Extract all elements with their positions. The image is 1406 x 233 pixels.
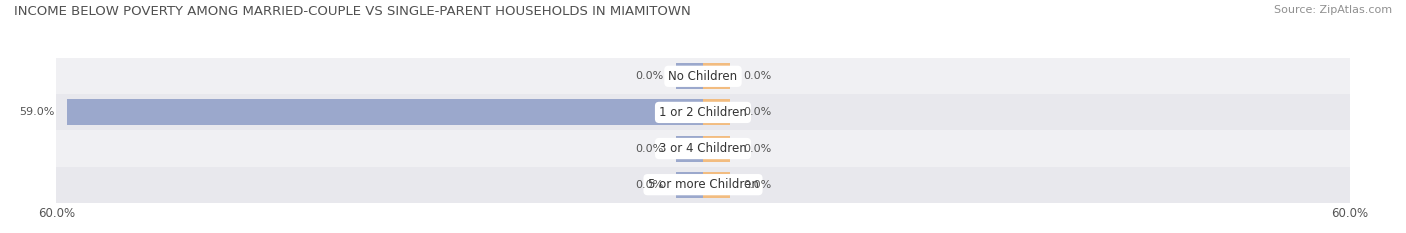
Text: 59.0%: 59.0% [18,107,53,117]
Text: 0.0%: 0.0% [742,144,770,154]
Bar [56,94,1350,130]
Bar [56,58,1350,94]
Bar [67,99,703,125]
Text: Source: ZipAtlas.com: Source: ZipAtlas.com [1274,5,1392,15]
Text: 3 or 4 Children: 3 or 4 Children [659,142,747,155]
Text: No Children: No Children [668,70,738,83]
Text: 1 or 2 Children: 1 or 2 Children [659,106,747,119]
Bar [676,63,703,89]
Text: 0.0%: 0.0% [636,180,664,190]
Text: INCOME BELOW POVERTY AMONG MARRIED-COUPLE VS SINGLE-PARENT HOUSEHOLDS IN MIAMITO: INCOME BELOW POVERTY AMONG MARRIED-COUPL… [14,5,690,18]
Bar [703,99,730,125]
Bar [703,63,730,89]
Bar [676,172,703,198]
Bar [676,136,703,161]
Text: 0.0%: 0.0% [742,107,770,117]
Text: 0.0%: 0.0% [742,71,770,81]
Bar [703,172,730,198]
Text: 5 or more Children: 5 or more Children [648,178,758,191]
Bar [56,130,1350,167]
Bar [703,136,730,161]
Bar [56,167,1350,203]
Text: 0.0%: 0.0% [742,180,770,190]
Text: 0.0%: 0.0% [636,71,664,81]
Text: 0.0%: 0.0% [636,144,664,154]
